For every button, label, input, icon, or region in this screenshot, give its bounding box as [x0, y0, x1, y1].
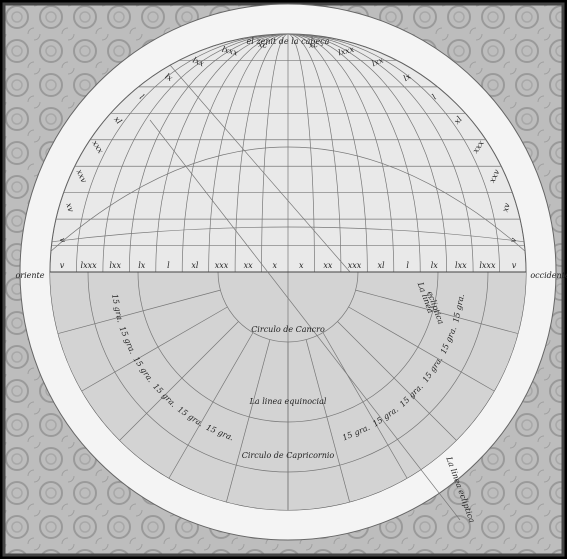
- horizon-label: lxx: [455, 261, 467, 270]
- arc-label: xc: [258, 40, 268, 50]
- radial: [226, 339, 271, 502]
- horizon-label: lx: [431, 261, 439, 270]
- radial: [322, 332, 408, 479]
- radial: [119, 321, 239, 441]
- horizon-label: lxxx: [81, 261, 98, 270]
- radial: [348, 306, 495, 392]
- arc-label: l: [138, 93, 146, 102]
- outer-label: Circulo de Capricornio: [242, 451, 335, 460]
- diagonal: [169, 64, 351, 272]
- horizon-label: x: [272, 261, 277, 270]
- arc-label: lxx: [191, 56, 206, 69]
- horizon-label: xl: [378, 261, 386, 270]
- arc-label: lxx: [371, 55, 386, 68]
- curve: [50, 146, 526, 253]
- left-label: oriente: [15, 271, 44, 280]
- horizon-label: l: [167, 261, 170, 270]
- horizon-label: xxx: [215, 261, 229, 270]
- radial: [58, 289, 221, 334]
- top-label: el zenit de la cabeça: [247, 37, 330, 46]
- horizon-label: xx: [244, 261, 254, 270]
- horizon-label: l: [406, 261, 409, 270]
- radial: [337, 321, 457, 441]
- arc-label: l: [430, 92, 438, 101]
- horizon-label: xxx: [348, 261, 362, 270]
- horizon-label: lx: [138, 261, 146, 270]
- horizon-label: lxx: [109, 261, 121, 270]
- arc-label: xv: [501, 201, 512, 213]
- grid: [50, 34, 526, 510]
- horizon-label: lxxx: [479, 261, 496, 270]
- arc-label: lxxx: [337, 45, 355, 58]
- ecliptic-line: [149, 119, 461, 521]
- arc-label: xv: [64, 202, 75, 214]
- horizon-label: x: [299, 261, 304, 270]
- horizon-label: xl: [191, 261, 199, 270]
- arc-label: xl: [452, 114, 464, 126]
- horizon-label: v: [512, 261, 517, 270]
- horizon-label: v: [60, 261, 65, 270]
- middle-label: La linea equinocial: [249, 397, 327, 406]
- radial: [168, 332, 254, 479]
- radial: [305, 339, 350, 502]
- horizon-label: xx: [323, 261, 333, 270]
- curve: [50, 226, 526, 243]
- arc-label: lx: [163, 72, 174, 84]
- arc-label: lxxx: [221, 45, 239, 58]
- radial: [81, 306, 228, 392]
- arc-label: v: [58, 237, 68, 243]
- right-label: occidente: [530, 271, 567, 280]
- arc-label: lx: [402, 71, 413, 83]
- arc-label: xl: [112, 115, 124, 127]
- radial: [355, 289, 518, 334]
- arc-label: v: [509, 237, 519, 243]
- inner-label: Circulo de Cancro: [251, 325, 325, 334]
- arc-label: xc: [308, 40, 318, 50]
